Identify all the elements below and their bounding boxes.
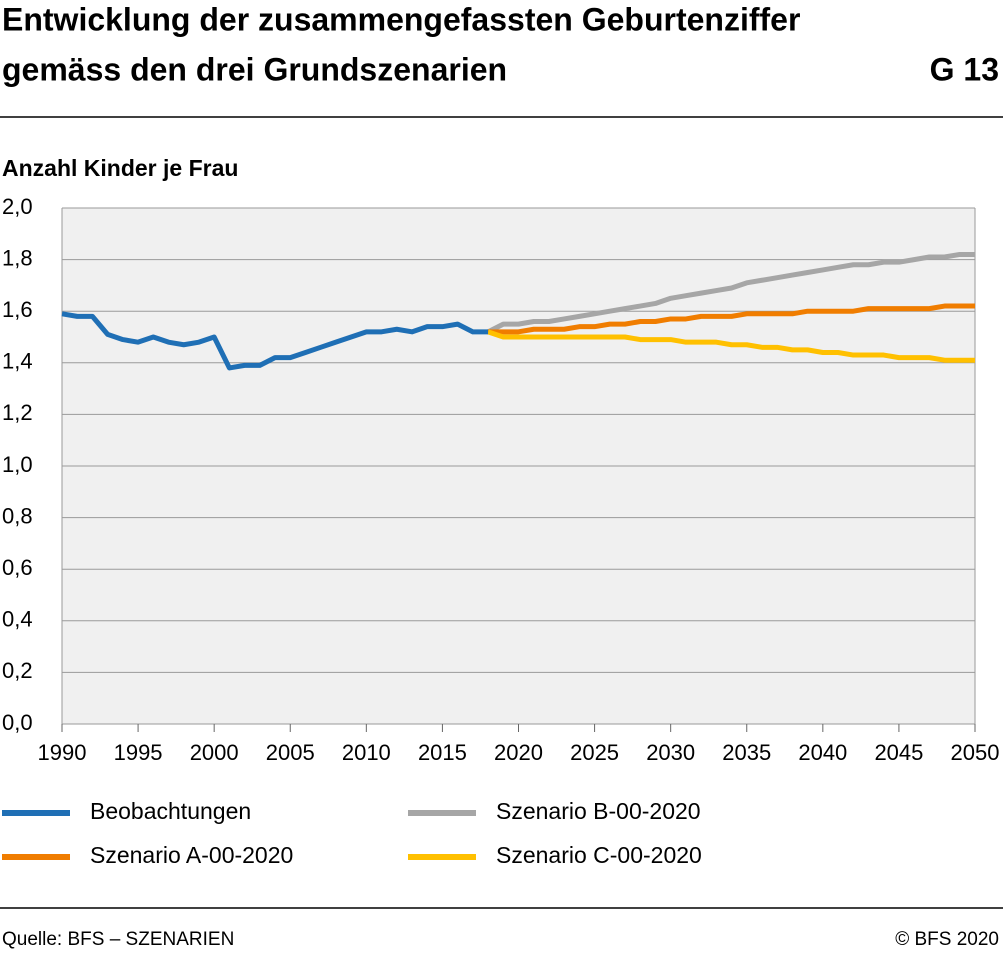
y-tick-label: 0,6 [2, 555, 33, 580]
x-tick-label: 1995 [114, 740, 163, 765]
x-tick-label: 2020 [494, 740, 543, 765]
x-tick-label: 2045 [874, 740, 923, 765]
y-tick-label: 1,8 [2, 245, 33, 270]
y-tick-label: 0,2 [2, 658, 33, 683]
legend-label: Szenario C-00-2020 [496, 842, 702, 868]
x-tick-label: 2035 [722, 740, 771, 765]
x-tick-label: 2010 [342, 740, 391, 765]
y-tick-label: 0,8 [2, 503, 33, 528]
y-tick-label: 0,4 [2, 607, 33, 632]
x-tick-label: 1990 [38, 740, 87, 765]
x-tick-label: 2000 [190, 740, 239, 765]
legend-label: Szenario B-00-2020 [496, 798, 701, 824]
x-tick-label: 2005 [266, 740, 315, 765]
series-line [486, 251, 975, 335]
y-tick-label: 1,4 [2, 349, 33, 374]
y-tick-label: 1,0 [2, 452, 33, 477]
chart-title: Entwicklung der zusammengefassten Geburt… [2, 1, 800, 37]
y-tick-label: 1,2 [2, 400, 33, 425]
x-tick-label: 2025 [570, 740, 619, 765]
series-line [61, 311, 489, 371]
copyright: © BFS 2020 [895, 929, 999, 950]
y-tick-label: 2,0 [2, 194, 33, 219]
legend-label: Beobachtungen [90, 798, 251, 824]
legend-label: Szenario A-00-2020 [90, 842, 293, 868]
chart-title: gemäss den drei Grundszenarien [2, 51, 507, 87]
x-tick-label: 2050 [951, 740, 1000, 765]
series-line [488, 303, 975, 335]
x-tick-label: 2015 [418, 740, 467, 765]
x-tick-label: 2040 [798, 740, 847, 765]
y-axis-label: Anzahl Kinder je Frau [2, 155, 238, 181]
x-tick-label: 2030 [646, 740, 695, 765]
y-tick-label: 1,6 [2, 297, 33, 322]
chart-id: G 13 [930, 51, 999, 87]
series-line [487, 329, 975, 363]
y-tick-label: 0,0 [2, 710, 33, 735]
source: Quelle: BFS – SZENARIEN [2, 929, 234, 950]
